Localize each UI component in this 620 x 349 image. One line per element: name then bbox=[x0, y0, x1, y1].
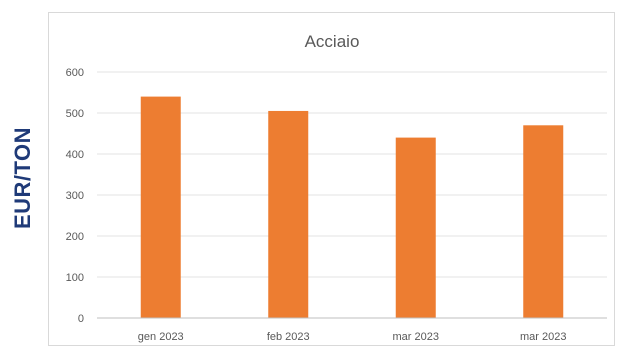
y-tick-label: 200 bbox=[66, 231, 84, 243]
bar bbox=[268, 110, 309, 318]
bars bbox=[140, 96, 564, 318]
y-tick-label: 600 bbox=[66, 67, 84, 79]
x-tick-label: mar 2023 bbox=[520, 331, 566, 343]
bar bbox=[395, 137, 436, 318]
y-tick-label: 300 bbox=[66, 190, 84, 202]
chart-title: Acciaio bbox=[305, 32, 360, 51]
y-tick-label: 100 bbox=[66, 272, 84, 284]
y-axis-ticks: 0 100 200 300 400 500 600 bbox=[66, 67, 84, 325]
x-tick-label: gen 2023 bbox=[138, 331, 184, 343]
y-tick-label: 400 bbox=[66, 149, 84, 161]
x-tick-label: mar 2023 bbox=[393, 331, 439, 343]
y-tick-label: 0 bbox=[78, 313, 84, 325]
gridlines bbox=[97, 71, 607, 278]
x-tick-label: feb 2023 bbox=[267, 331, 310, 343]
x-axis-ticks: gen 2023 feb 2023 mar 2023 mar 2023 bbox=[138, 331, 567, 343]
bar bbox=[523, 125, 564, 318]
bar bbox=[140, 96, 181, 318]
y-tick-label: 500 bbox=[66, 108, 84, 120]
